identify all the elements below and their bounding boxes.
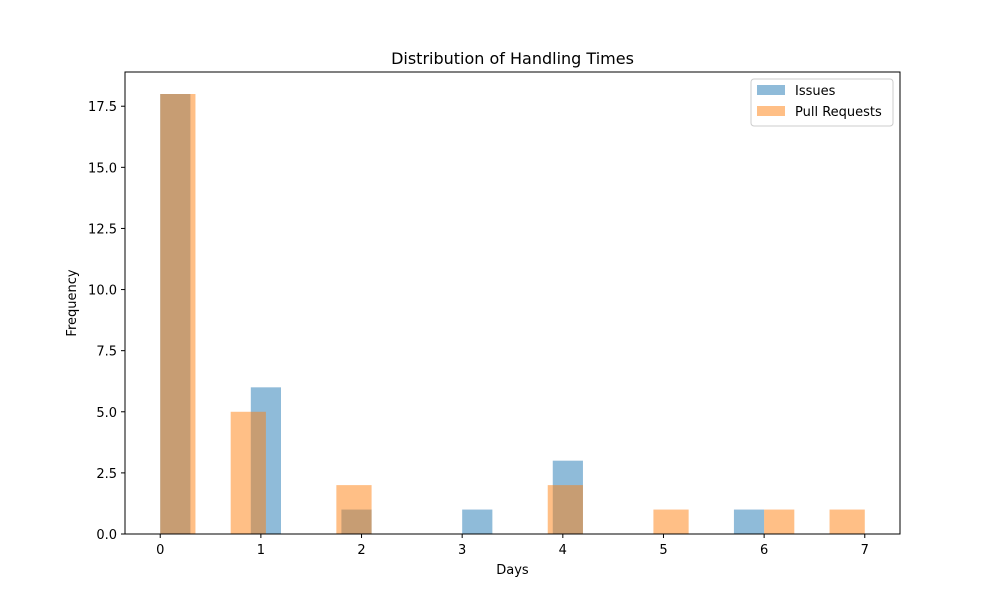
legend-swatch-issues: [757, 85, 785, 95]
y-tick-label: 17.5: [88, 100, 117, 115]
x-tick-label: 5: [659, 543, 667, 558]
x-tick-label: 1: [257, 543, 265, 558]
x-tick-label: 7: [861, 543, 869, 558]
legend-frame: [750, 78, 894, 127]
y-tick-label: 5.0: [96, 406, 117, 421]
legend: Issues Pull Requests: [750, 78, 894, 127]
plot-frame: [124, 71, 901, 535]
x-tick-label: 0: [156, 543, 164, 558]
y-tick-label: 15.0: [88, 161, 117, 176]
bar-pull-requests-3: [547, 485, 583, 534]
y-tick-label: 7.5: [96, 345, 117, 360]
bar-pull-requests-6: [829, 509, 865, 534]
bar-pull-requests-0: [160, 94, 196, 534]
x-tick-label: 4: [559, 543, 567, 558]
x-axis: 0 1 2 3 4 5 6 7: [156, 534, 869, 558]
x-tick-label: 3: [458, 543, 466, 558]
bars-layer: [160, 94, 865, 534]
bar-pull-requests-5: [764, 509, 795, 534]
bar-issues-5: [733, 509, 765, 534]
x-tick-label: 6: [760, 543, 768, 558]
chart-title: Distribution of Handling Times: [391, 49, 634, 68]
y-tick-label: 12.5: [88, 222, 117, 237]
x-tick-label: 2: [357, 543, 365, 558]
y-axis-label: Frequency: [65, 269, 80, 336]
y-tick-label: 2.5: [96, 467, 117, 482]
y-tick-label: 10.0: [88, 284, 117, 299]
bar-pull-requests-2: [336, 485, 372, 534]
bar-pull-requests-1: [230, 411, 266, 534]
legend-label-issues: Issues: [795, 84, 836, 99]
legend-label-pull-requests: Pull Requests: [795, 105, 882, 120]
x-axis-label: Days: [496, 563, 529, 578]
y-tick-label: 0.0: [96, 528, 117, 543]
bar-issues-3: [462, 509, 493, 534]
bar-pull-requests-4: [653, 509, 689, 534]
legend-swatch-pull-requests: [757, 106, 785, 116]
y-axis: 0.0 2.5 5.0 7.5 10.0 12.5 15.0 17.5: [88, 100, 125, 543]
